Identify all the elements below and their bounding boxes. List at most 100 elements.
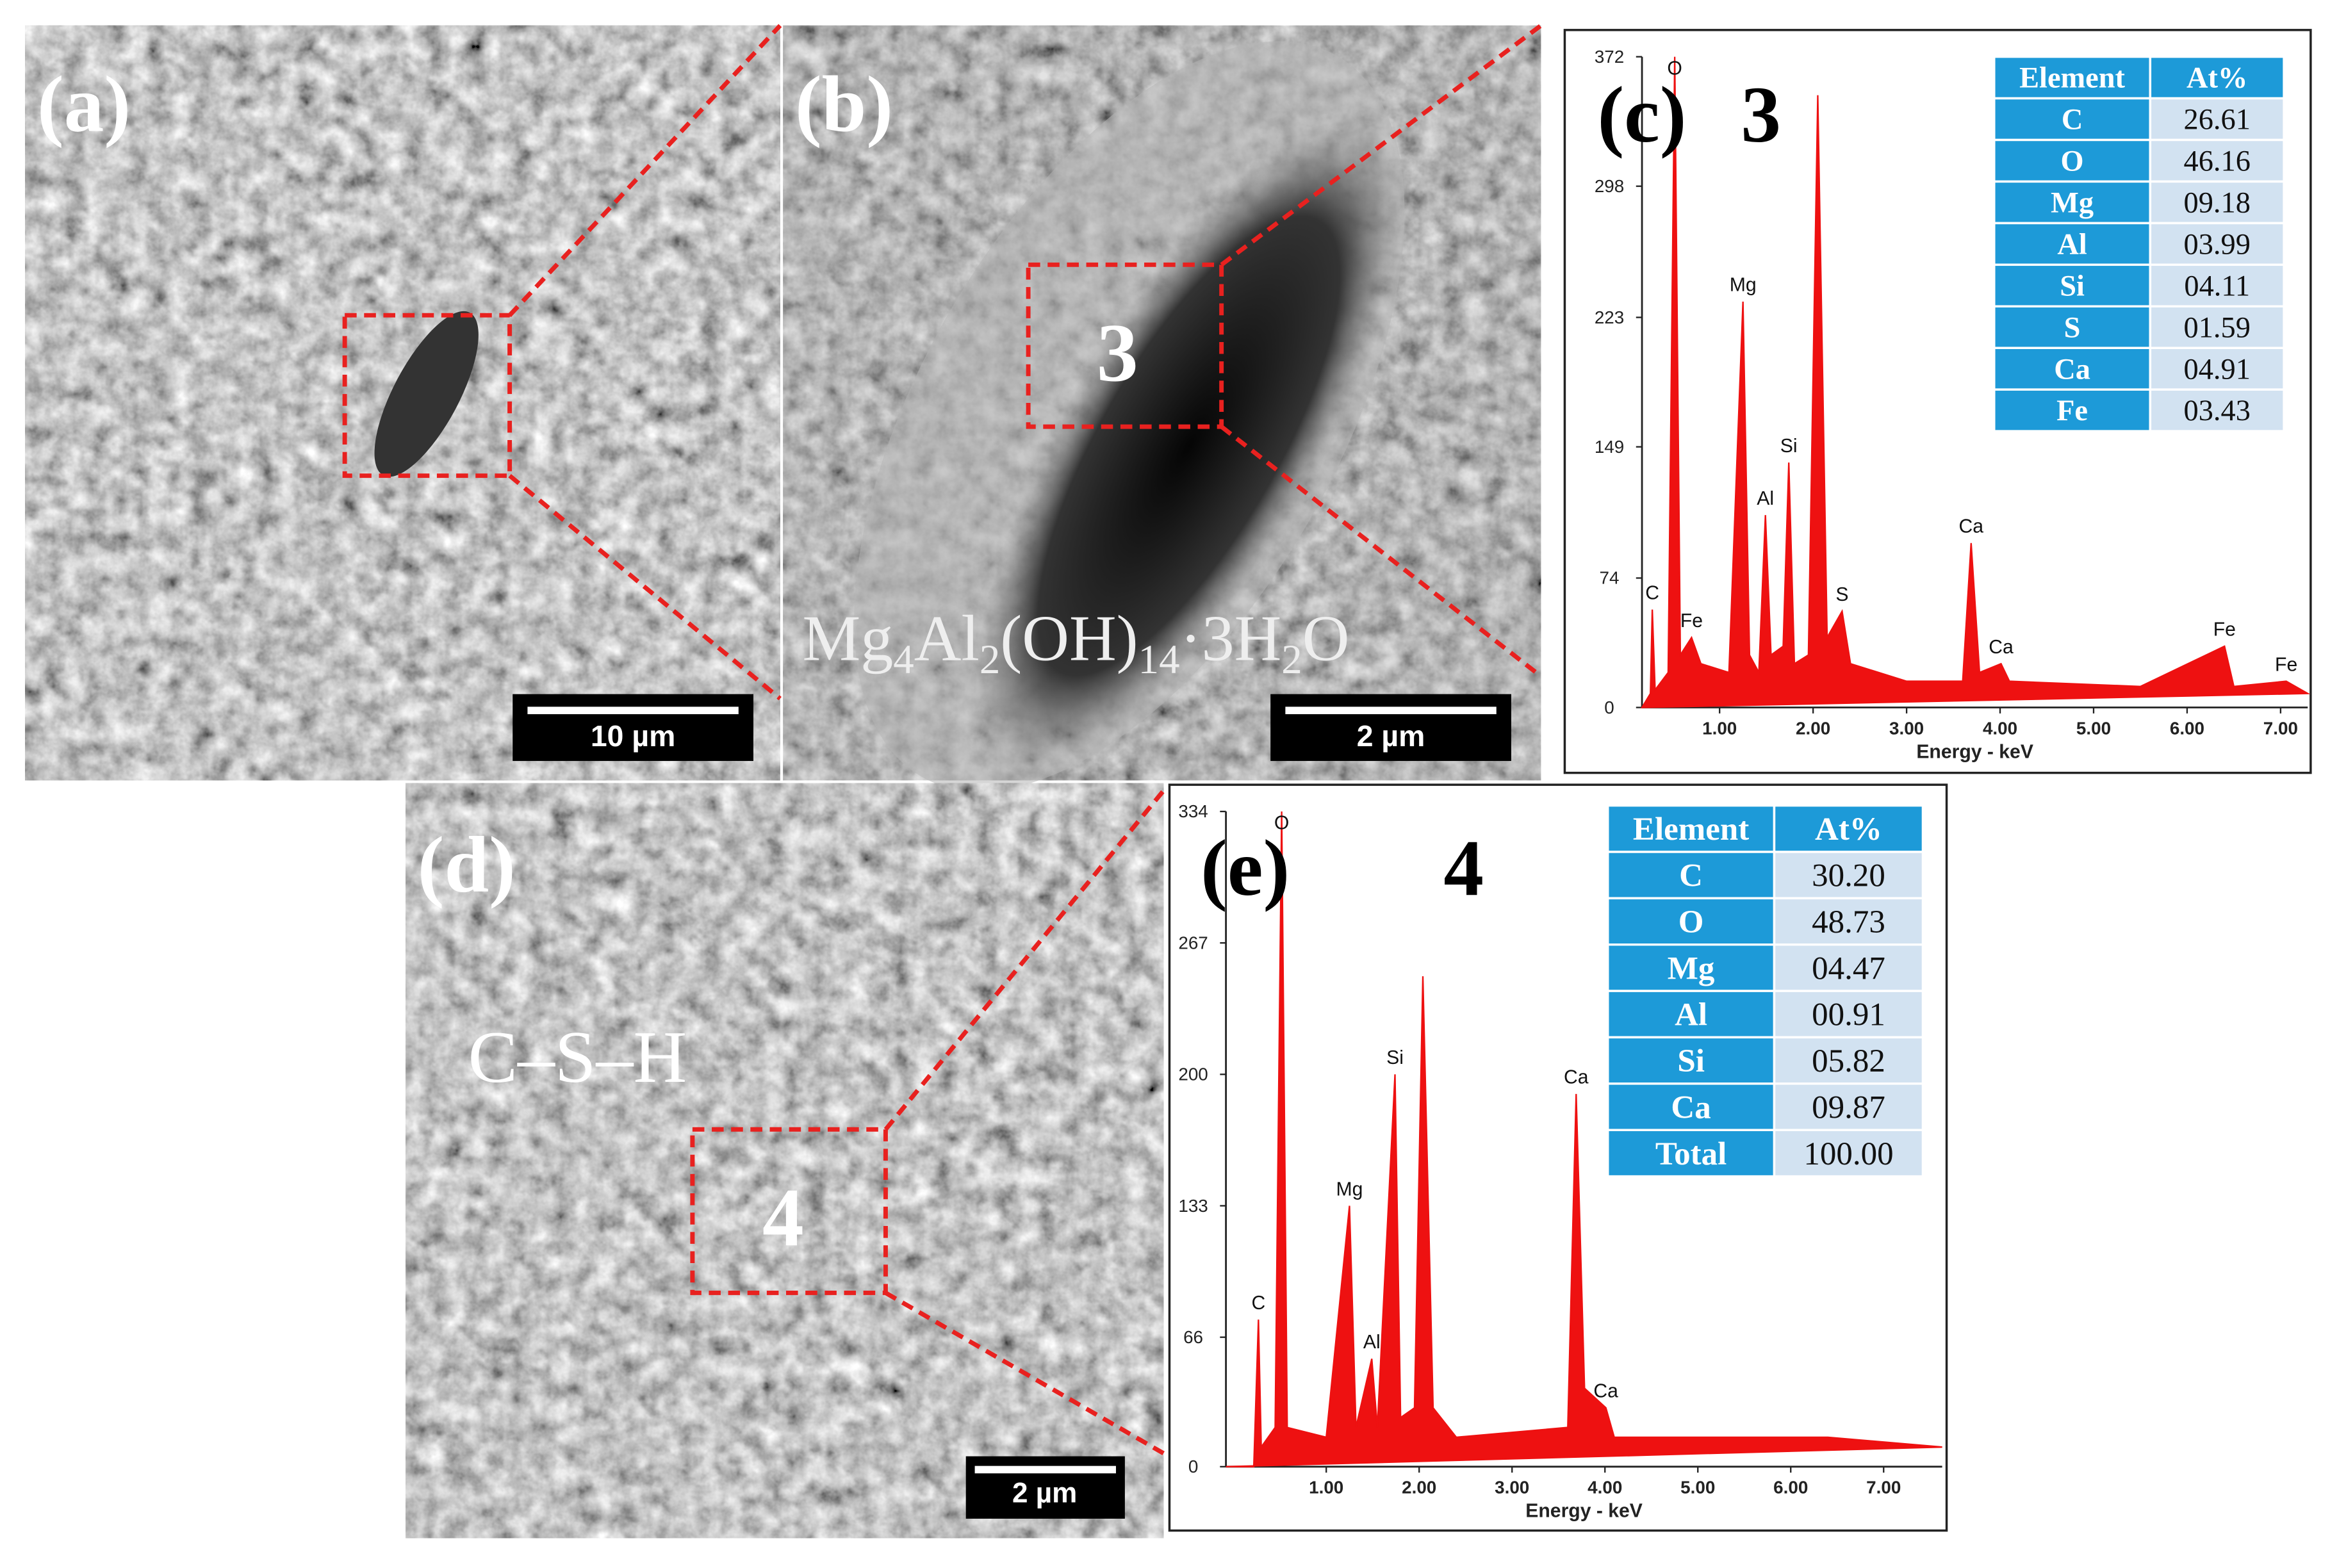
connector [883,789,1165,1131]
formula-part: ·3H [1180,602,1282,674]
table-header: Element [2019,62,2125,95]
panel-label: (b) [795,60,893,149]
table-text: Al [1675,997,1707,1033]
table-text: Fe [2056,395,2088,427]
panel-label: (d) [418,821,516,910]
table-text: 04.47 [1812,951,1885,986]
table-text: 26.61 [2184,104,2251,136]
table-header: At% [2186,62,2247,95]
zoom-box [690,1127,888,1295]
table-header-cell [2149,55,2285,100]
table-cell [1773,1036,1924,1085]
table-text: 100.00 [1803,1136,1893,1172]
peak-label: Si [1780,436,1798,457]
connector [884,1291,1165,1455]
panel-label: (a) [37,60,131,149]
table-text: 48.73 [1812,904,1885,940]
table-cell [1993,305,2152,349]
region-marker: 4 [762,1172,804,1264]
table-text: 05.82 [1812,1043,1885,1079]
phase-annotation: C–S–H [468,1017,687,1098]
table-cell [1993,388,2152,432]
x-tick-label: 7.00 [1866,1478,1901,1498]
formula-part: O [1302,602,1350,674]
connector [1220,24,1543,267]
peak-label: Si [1386,1047,1404,1068]
zoom-connectors [508,24,1543,1455]
zoom-box [1026,262,1224,429]
peak-label: Ca [1959,516,1984,537]
connector [1220,425,1543,678]
table-cell [2149,138,2285,183]
phase-formula: Mg4Al2(OH)14·3H2O [803,602,1350,683]
x-tick-label: 1.00 [1702,718,1737,738]
y-tick-label: 74 [1600,568,1620,588]
table-text: 46.16 [2184,145,2251,178]
table-text: Mg [1668,951,1715,986]
peak-label: Fe [2275,654,2297,675]
y-tick-label: 372 [1595,47,1624,67]
peak-label: S [1835,584,1848,605]
y-tick-label: 298 [1595,176,1624,196]
formula-subscript: 2 [980,637,1000,683]
table-cell [1993,180,2152,225]
x-tick-label: 5.00 [2076,718,2111,738]
table-cell [2149,180,2285,225]
peak-label: Al [1757,488,1774,509]
zoom-box [342,313,513,478]
table-text: 00.91 [1812,997,1885,1033]
table-cell [1606,1036,1776,1085]
scale-bar-label: 2 µm [1012,1477,1077,1508]
panel-label: (c) [1597,70,1686,159]
table-text: Si [2060,270,2085,302]
formula-subscript: 2 [1281,637,1302,683]
y-tick-label: 267 [1178,933,1208,952]
table-text: 04.11 [2184,270,2250,302]
x-tick-label: 4.00 [1983,718,2017,738]
y-tick-label: 223 [1595,307,1624,327]
formula-part: (OH) [1000,602,1138,674]
table-text: Total [1655,1136,1727,1172]
table-header: At% [1815,812,1882,847]
y-tick-label: 0 [1188,1457,1198,1476]
x-tick-label: 2.00 [1796,718,1830,738]
cavity [973,118,1405,774]
table-cell [1773,943,1924,992]
peak-label: Mg [1336,1179,1363,1200]
x-tick-label: 4.00 [1588,1478,1622,1498]
spectrum [1226,811,1942,1467]
x-tick-label: 6.00 [1773,1478,1808,1498]
table-text: 03.43 [2184,395,2251,427]
x-tick-label: 3.00 [1495,1478,1529,1498]
peak-label: Ca [1564,1067,1589,1088]
chart-title: 3 [1741,70,1781,159]
cavity [374,311,479,477]
x-tick-label: 1.00 [1309,1478,1343,1498]
formula-part: Mg [803,602,894,674]
panel-label: (e) [1201,824,1290,913]
scale-bar-box [1270,694,1511,762]
chart-title: 4 [1443,824,1484,913]
table-cell [1606,897,1776,946]
formula-subscript: 14 [1138,637,1180,683]
table-text: S [2064,311,2081,344]
table-cell [2149,305,2285,349]
x-tick-label: 7.00 [2263,718,2298,738]
spectrum [1640,56,2311,708]
table-cell [1993,263,2152,308]
table-cell [1993,138,2152,183]
x-tick-label: 2.00 [1402,1478,1436,1498]
sem-image-d: (d) C–S–H 4 2 µm [406,783,1164,1539]
table-text: O [2061,145,2084,178]
peak-label: Al [1363,1332,1381,1353]
table-text: 30.20 [1812,858,1885,894]
formula-subscript: 4 [893,637,914,683]
table-cell [1773,990,1924,1039]
peak-label: Fe [2213,619,2236,641]
table-text: O [1678,904,1704,940]
table-cell [1773,1129,1924,1178]
region-marker: 3 [1097,307,1138,399]
table-cell [1993,97,2152,142]
peak-label: Fe [1680,610,1703,632]
